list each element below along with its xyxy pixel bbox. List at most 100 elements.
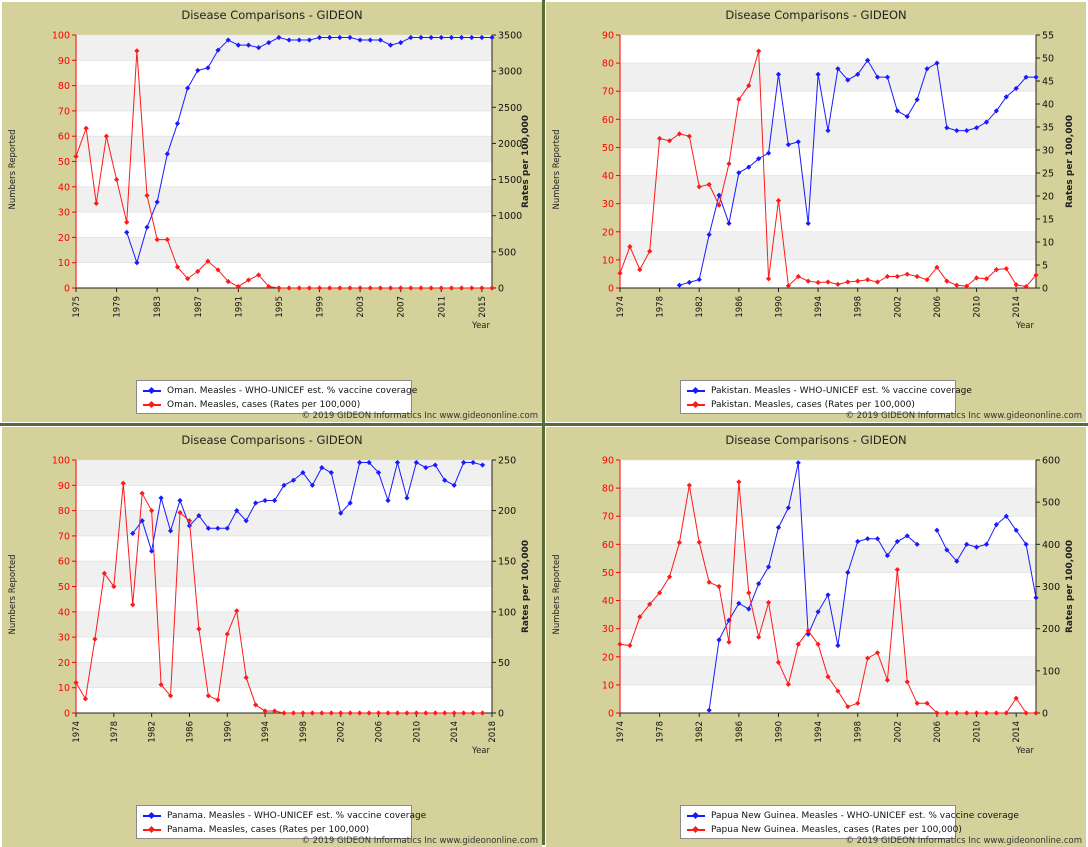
data-point xyxy=(82,696,89,702)
data-point xyxy=(904,271,910,277)
left-tick-label: 20 xyxy=(602,227,614,238)
right-tick-label: 400 xyxy=(1042,540,1060,551)
x-tick-label: 2014 xyxy=(1012,296,1022,318)
legend-swatch xyxy=(687,813,705,819)
copyright-text: © 2019 GIDEON Informatics Inc www.gideon… xyxy=(845,411,1082,421)
right-tick-label: 15 xyxy=(1042,215,1054,226)
data-point xyxy=(448,285,455,291)
right-tick-label: 250 xyxy=(498,456,516,467)
data-point xyxy=(296,285,302,291)
data-point xyxy=(205,65,211,71)
x-tick-label: 1986 xyxy=(735,721,745,743)
x-tick-label: 2010 xyxy=(973,721,983,743)
data-point xyxy=(470,710,476,716)
data-point xyxy=(746,83,752,89)
x-axis-title: Year xyxy=(1015,746,1035,756)
data-point xyxy=(256,45,262,51)
right-tick-label: 3000 xyxy=(498,67,522,78)
data-point xyxy=(954,710,960,716)
left-tick-label: 20 xyxy=(58,658,70,669)
data-point xyxy=(387,285,394,291)
x-tick-label: 1978 xyxy=(656,296,666,318)
data-point xyxy=(815,641,821,647)
left-tick-label: 0 xyxy=(64,284,70,295)
data-point xyxy=(225,37,231,43)
x-tick-label: 1999 xyxy=(316,296,326,318)
data-point xyxy=(795,139,801,145)
data-point xyxy=(451,482,457,488)
grid-band xyxy=(620,488,1036,517)
x-tick-label: 2007 xyxy=(397,296,407,318)
data-point xyxy=(337,285,343,291)
data-point xyxy=(805,220,811,226)
legend-item: Panama. Measles - WHO-UNICEF est. % vacc… xyxy=(143,809,426,823)
right-tick-label: 150 xyxy=(498,557,516,568)
left-tick-label: 80 xyxy=(602,484,614,495)
left-tick-label: 0 xyxy=(608,709,614,720)
legend-item: Oman. Measles, cases (Rates per 100,000) xyxy=(143,398,360,412)
data-point xyxy=(338,710,344,716)
x-tick-label: 1978 xyxy=(656,721,666,743)
left-tick-label: 10 xyxy=(602,680,614,691)
x-axis-title: Year xyxy=(471,746,491,756)
x-tick-label: 1998 xyxy=(854,296,864,318)
cases-series xyxy=(617,48,1039,290)
data-point xyxy=(357,37,363,43)
data-point xyxy=(835,688,841,694)
x-tick-label: 1974 xyxy=(72,721,82,743)
x-tick-label: 2014 xyxy=(450,721,460,743)
data-point xyxy=(398,39,404,46)
data-point xyxy=(357,285,363,291)
left-tick-label: 80 xyxy=(602,59,614,70)
legend-swatch xyxy=(143,827,161,833)
data-point xyxy=(408,34,414,41)
data-point xyxy=(245,277,252,283)
data-point xyxy=(394,710,401,716)
data-point xyxy=(316,34,323,41)
chart-panel-2: Disease Comparisons - GIDEON 0 10 20 30 40 50 6… xyxy=(546,2,1086,422)
data-point xyxy=(408,285,414,291)
data-point xyxy=(479,462,486,468)
right-tick-label: 0 xyxy=(498,709,504,720)
data-point xyxy=(185,85,191,91)
data-point xyxy=(154,236,160,243)
grid-band xyxy=(76,136,492,162)
data-point xyxy=(130,602,136,608)
data-point xyxy=(993,267,999,273)
x-axis-title: Year xyxy=(471,321,491,331)
data-point xyxy=(103,133,110,139)
data-point xyxy=(271,708,278,714)
data-point xyxy=(1023,710,1029,716)
left-tick-label: 30 xyxy=(602,624,614,635)
left-tick-label: 70 xyxy=(602,512,614,523)
right-axis-title: Rates per 100,000 xyxy=(1065,540,1075,633)
data-point xyxy=(300,710,306,716)
left-tick-label: 50 xyxy=(58,582,70,593)
data-point xyxy=(795,273,801,280)
data-point xyxy=(83,125,89,131)
left-tick-label: 40 xyxy=(58,607,70,618)
data-point xyxy=(266,283,272,290)
data-point xyxy=(746,606,752,612)
data-point xyxy=(387,42,394,48)
right-tick-label: 55 xyxy=(1042,31,1054,42)
x-tick-label: 1998 xyxy=(299,721,309,743)
chart-svg: 0 10 20 30 40 50 60 70 80 90 100 0 50 100 150 200 250 197… xyxy=(8,456,531,757)
data-point xyxy=(134,48,140,54)
x-tick-label: 1978 xyxy=(110,721,120,743)
data-point xyxy=(423,710,429,716)
data-point xyxy=(825,279,831,285)
data-point xyxy=(855,538,861,545)
data-point xyxy=(983,710,990,716)
left-tick-label: 70 xyxy=(58,531,70,542)
data-point xyxy=(347,710,353,716)
left-tick-label: 100 xyxy=(52,31,70,42)
data-point xyxy=(845,704,851,710)
data-point xyxy=(306,285,312,291)
x-axis-title: Year xyxy=(1015,321,1035,331)
data-point xyxy=(479,710,486,716)
data-point xyxy=(253,702,259,708)
x-tick-label: 2002 xyxy=(893,296,903,318)
data-point xyxy=(489,34,495,41)
left-tick-label: 70 xyxy=(602,87,614,98)
